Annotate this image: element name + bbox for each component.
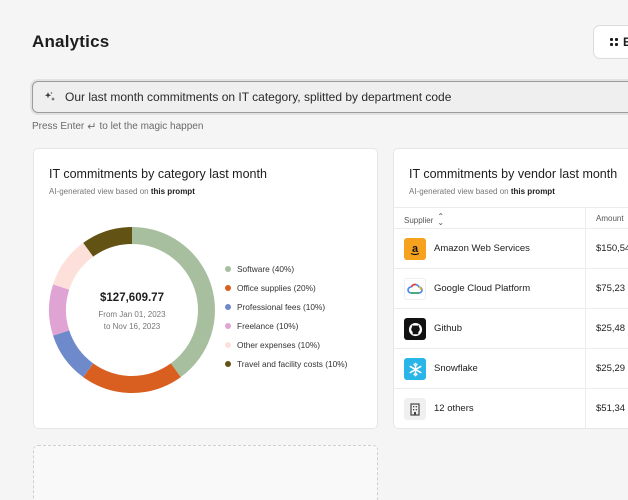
this-prompt-link[interactable]: this prompt <box>150 187 195 196</box>
donut-slice[interactable] <box>83 363 181 393</box>
supplier-column-header[interactable]: Supplier ⌃ ⌄ <box>404 212 445 227</box>
category-card: IT commitments by category last month AI… <box>33 148 378 429</box>
vendor-amount: $75,23 <box>596 283 626 294</box>
donut-slice[interactable] <box>49 284 70 336</box>
amount-column-header[interactable]: Amount <box>596 214 624 223</box>
vendor-card-title: IT commitments by vendor last month <box>409 167 618 181</box>
vendor-name: Github <box>434 323 462 334</box>
sparkle-icon <box>44 91 55 101</box>
table-row[interactable]: 12 others $51,34 <box>394 389 628 428</box>
table-row[interactable]: a Amazon Web Services $150,54 <box>394 229 628 269</box>
donut-chart <box>49 227 215 393</box>
vendor-card-subtitle: AI-generated view based on this prompt <box>409 187 555 196</box>
hint-prefix: Press Enter <box>32 121 85 132</box>
date-from: From Jan 01, 2023 <box>98 310 166 319</box>
vendor-amount: $25,29 <box>596 363 626 374</box>
enter-key-icon: ↵ <box>87 121 97 133</box>
donut-slice[interactable] <box>83 227 132 257</box>
table-row[interactable]: Snowflake $25,29 <box>394 349 628 389</box>
table-row[interactable]: Github $25,48 <box>394 309 628 349</box>
prompt-hint: Press Enter ↵ to let the magic happen <box>32 120 203 133</box>
top-button-label: E <box>623 35 628 49</box>
legend-item: Other expenses (10%) <box>225 335 347 354</box>
legend-swatch <box>225 341 231 348</box>
sort-icon[interactable]: ⌃ ⌄ <box>437 212 445 227</box>
legend-item: Freelance (10%) <box>225 316 347 335</box>
legend-label: Travel and facility costs (10%) <box>237 358 348 369</box>
donut-slice[interactable] <box>132 227 215 378</box>
legend-label: Freelance (10%) <box>237 320 299 331</box>
empty-widget-placeholder[interactable] <box>33 445 378 500</box>
vendor-amount: $51,34 <box>596 403 626 414</box>
amazon-icon: a <box>404 238 426 260</box>
donut-slice[interactable] <box>53 242 94 290</box>
legend-item: Travel and facility costs (10%) <box>225 354 347 373</box>
prompt-text: Our last month commitments on IT categor… <box>65 90 452 104</box>
grid-dots-icon <box>610 38 618 46</box>
subtitle-text: AI-generated view based on <box>409 187 509 196</box>
category-card-subtitle: AI-generated view based on this prompt <box>49 187 195 196</box>
vendor-name: Snowflake <box>434 363 478 374</box>
chart-legend: Software (40%) Office supplies (20%) Profe… <box>225 259 347 373</box>
svg-text:a: a <box>412 243 419 255</box>
legend-item: Professional fees (10%) <box>225 297 347 316</box>
legend-item: Software (40%) <box>225 259 347 278</box>
vendor-name: Google Cloud Platform <box>434 283 531 294</box>
total-amount: $127,609.77 <box>100 292 164 304</box>
legend-swatch <box>225 265 231 272</box>
supplier-header-label: Supplier <box>404 215 434 225</box>
table-header: Supplier ⌃ ⌄ Amount <box>394 207 628 230</box>
this-prompt-link[interactable]: this prompt <box>510 187 555 196</box>
github-icon <box>404 318 426 340</box>
prompt-input[interactable]: Our last month commitments on IT categor… <box>32 81 628 113</box>
category-card-title: IT commitments by category last month <box>49 167 267 181</box>
legend-label: Professional fees (10%) <box>237 301 326 312</box>
donut-slice[interactable] <box>53 330 94 378</box>
building-icon <box>404 398 426 420</box>
subtitle-text: AI-generated view based on <box>49 187 149 196</box>
legend-label: Office supplies (20%) <box>237 282 316 293</box>
legend-label: Other expenses (10%) <box>237 339 321 350</box>
vendor-name: 12 others <box>434 403 474 414</box>
vendor-amount: $25,48 <box>596 323 626 334</box>
top-right-button[interactable]: E <box>593 25 628 59</box>
google-cloud-icon <box>404 278 426 300</box>
date-to: to Nov 16, 2023 <box>103 322 161 331</box>
legend-swatch <box>225 360 231 367</box>
table-row[interactable]: Google Cloud Platform $75,23 <box>394 269 628 309</box>
legend-label: Software (40%) <box>237 263 295 274</box>
page-title: Analytics <box>32 32 110 51</box>
hint-suffix: to let the magic happen <box>99 121 204 132</box>
vendor-card: IT commitments by vendor last month AI-g… <box>393 148 628 429</box>
snowflake-icon <box>404 358 426 380</box>
vendor-name: Amazon Web Services <box>434 243 530 254</box>
legend-item: Office supplies (20%) <box>225 278 347 297</box>
legend-swatch <box>225 303 231 310</box>
legend-swatch <box>225 284 231 291</box>
legend-swatch <box>225 322 231 329</box>
vendor-amount: $150,54 <box>596 243 628 254</box>
